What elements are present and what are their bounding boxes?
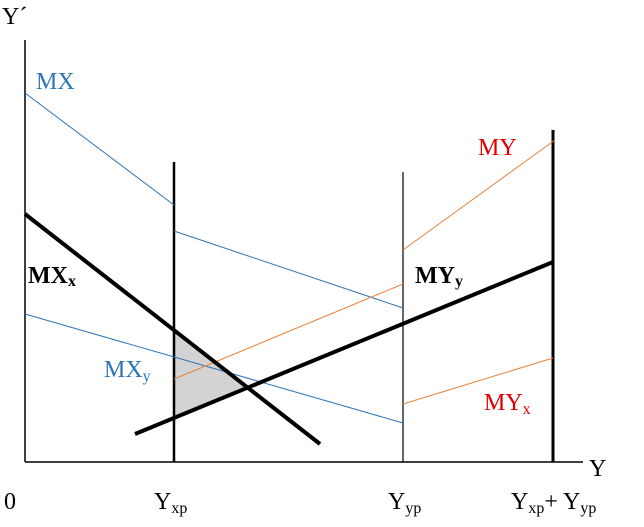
tick-ytotal: Yxp+ Yyp <box>511 489 596 517</box>
label-myy: MYy <box>415 263 463 290</box>
label-mxy: MXy <box>104 357 151 385</box>
label-mxx: MXx <box>28 263 76 290</box>
tick-yxp: Yxp <box>154 489 187 517</box>
mx-line-2 <box>173 230 404 309</box>
label-mx: MX <box>36 69 75 95</box>
my-line-2 <box>402 139 556 251</box>
myy-line <box>134 260 554 436</box>
x-axis-label: Y <box>589 456 606 482</box>
tick-yyp: Yyp <box>388 489 421 517</box>
label-myx: MYx <box>484 390 531 418</box>
mx-line-1 <box>24 92 175 206</box>
mxy-line <box>24 313 404 424</box>
mxx-line <box>23 212 322 446</box>
origin-label: 0 <box>4 489 16 515</box>
my-line-1 <box>173 283 404 380</box>
myx-line <box>402 357 554 405</box>
label-my: MY <box>478 135 517 161</box>
y-axis-label: Y´ <box>2 4 27 30</box>
shaded-triangle <box>173 329 249 419</box>
